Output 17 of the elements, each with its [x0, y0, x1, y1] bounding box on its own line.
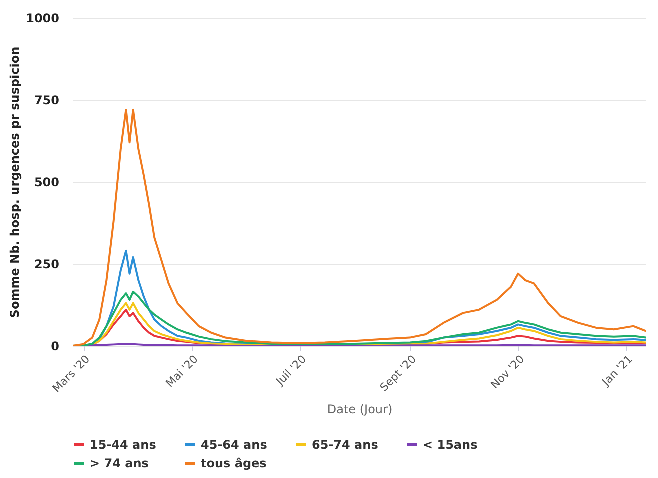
x-axis-title: Date (Jour) [327, 402, 393, 417]
y-tick-label: 500 [34, 176, 60, 190]
y-tick-label: 250 [34, 258, 60, 272]
x-tick-label: Mai '20 [164, 352, 201, 390]
legend-label: 15-44 ans [90, 438, 156, 452]
legend-label: 45-64 ans [201, 438, 268, 452]
legend-label: 65-74 ans [312, 438, 378, 452]
x-tick-label: Nov '20 [488, 352, 528, 392]
y-tick-label: 1000 [26, 12, 60, 26]
y-tick-label: 0 [51, 340, 60, 354]
y-axis-title: Somme Nb. hosp. urgences pr suspicion [8, 46, 22, 318]
legend-label: tous âges [201, 456, 267, 470]
legend-label: < 15ans [423, 438, 478, 452]
line-series [73, 108, 646, 346]
x-tick-label: Jan '21 [599, 352, 636, 390]
legend-label: > 74 ans [90, 456, 149, 470]
y-tick-label: 750 [34, 94, 60, 108]
